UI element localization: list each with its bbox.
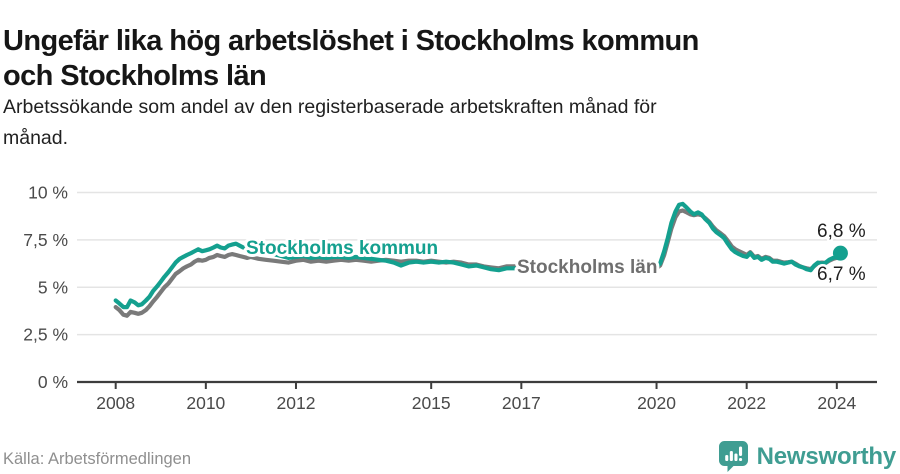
subtitle-line-2: månad.: [3, 127, 69, 149]
newsworthy-brand: Newsworthy: [718, 441, 897, 472]
x-axis-tick-label: 2015: [412, 393, 451, 413]
series-labels: Stockholms kommun Stockholms län 6,8 % 6…: [243, 219, 868, 288]
title-line-2: och Stockholms län: [3, 60, 267, 93]
y-axis-tick-label: 0 %: [38, 372, 68, 392]
x-axis-tick-label: 2022: [727, 393, 766, 413]
subtitle-line-1: Arbetssökande som andel av den registerb…: [3, 96, 657, 118]
source-credit: Källa: Arbetsförmedlingen: [3, 450, 192, 468]
y-axis-tick-label: 10 %: [28, 183, 68, 203]
end-value-label-kommun: 6,8 %: [817, 221, 866, 242]
x-axis-tick-label: 2008: [96, 393, 135, 413]
x-axis-tick-label: 2020: [637, 393, 676, 413]
end-value-label-lan: 6,7 %: [817, 264, 866, 285]
x-axis-tick-label: 2010: [186, 393, 225, 413]
newsworthy-logo-icon: [718, 441, 748, 472]
chart-subtitle: Arbetssökande som andel av den registerb…: [3, 92, 883, 154]
series-label-stockholms-lan: Stockholms län: [517, 257, 657, 278]
page-title: Ungefär lika hög arbetslöshet i Stockhol…: [3, 24, 897, 94]
series-line-stockholms-kommun: [113, 241, 517, 310]
newsworthy-wordmark: Newsworthy: [756, 442, 897, 470]
title-line-1: Ungefär lika hög arbetslöshet i Stockhol…: [3, 25, 699, 58]
y-axis-tick-label: 5 %: [38, 277, 68, 297]
x-axis-tick-label: 2012: [277, 393, 316, 413]
y-axis-tick-label: 7,5 %: [23, 230, 68, 250]
plot-area: 10 % 7,5 % 5 % 2,5 % 0 % 2008 2010 2012 2015 2017…: [23, 183, 877, 413]
y-axis-tick-label: 2,5 %: [23, 325, 68, 345]
series-label-stockholms-kommun: Stockholms kommun: [246, 238, 438, 259]
series-line-stockholms-kommun: [654, 201, 843, 273]
x-axis-tick-label: 2017: [502, 393, 541, 413]
x-axis-tick-label: 2024: [817, 393, 856, 413]
latest-value-dot: [832, 245, 848, 261]
